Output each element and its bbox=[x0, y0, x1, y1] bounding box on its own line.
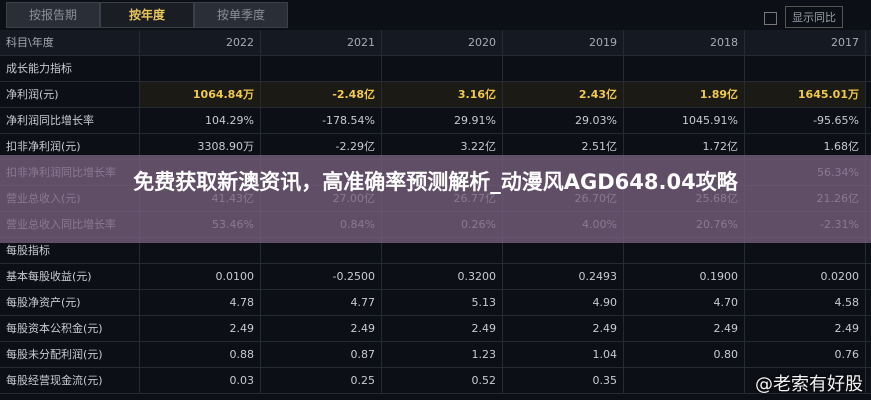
watermark: @老索有好股 bbox=[755, 374, 863, 395]
year-header: 2020 bbox=[382, 30, 503, 56]
tab[interactable]: 按单季度 bbox=[194, 2, 288, 28]
row-label: 每股资本公积金(元) bbox=[0, 316, 140, 342]
value-cell: 3.16亿 bbox=[382, 82, 503, 108]
banner: 免费获取新澳资讯，高准确率预测解析_动漫风AGD648.04攻略 bbox=[0, 155, 871, 243]
value-cell: 0.80 bbox=[624, 342, 745, 368]
value-cell: 0.52 bbox=[382, 368, 503, 394]
value-cell: 0.87 bbox=[261, 342, 382, 368]
value-cell bbox=[745, 238, 866, 264]
value-cell: 2.49 bbox=[503, 316, 624, 342]
row-end bbox=[866, 368, 871, 394]
year-header: 2017 bbox=[745, 30, 866, 56]
value-cell: 0.0200 bbox=[745, 264, 866, 290]
value-cell: -0.2500 bbox=[261, 264, 382, 290]
row-end bbox=[866, 316, 871, 342]
value-cell: 0.1900 bbox=[624, 264, 745, 290]
value-cell: -95.65% bbox=[745, 108, 866, 134]
year-header: 2021 bbox=[261, 30, 382, 56]
value-cell: 2.49 bbox=[382, 316, 503, 342]
year-header: 2022 bbox=[140, 30, 261, 56]
value-cell: 4.70 bbox=[624, 290, 745, 316]
value-cell: 1.23 bbox=[382, 342, 503, 368]
more-button[interactable]: » bbox=[866, 30, 871, 56]
value-cell: 104.29% bbox=[140, 108, 261, 134]
value-cell: 0.0100 bbox=[140, 264, 261, 290]
value-cell: 1.04 bbox=[503, 342, 624, 368]
value-cell: 0.03 bbox=[140, 368, 261, 394]
row-label: 净利润(元) bbox=[0, 82, 140, 108]
value-cell: 0.88 bbox=[140, 342, 261, 368]
row-end bbox=[866, 342, 871, 368]
value-cell: 2.49 bbox=[140, 316, 261, 342]
value-cell: 4.90 bbox=[503, 290, 624, 316]
year-header: 2019 bbox=[503, 30, 624, 56]
value-cell bbox=[745, 368, 866, 394]
value-cell: 1045.91% bbox=[624, 108, 745, 134]
section-label: 成长能力指标 bbox=[0, 56, 140, 82]
tab[interactable]: 按年度 bbox=[100, 2, 194, 28]
value-cell: 29.03% bbox=[503, 108, 624, 134]
checkbox[interactable] bbox=[764, 11, 777, 25]
value-cell: 1.89亿 bbox=[624, 82, 745, 108]
value-cell: 1064.84万 bbox=[140, 82, 261, 108]
section-label: 每股指标 bbox=[0, 238, 140, 264]
value-cell bbox=[624, 368, 745, 394]
toggle-label[interactable]: 显示同比 bbox=[785, 6, 843, 28]
row-label: 每股净资产(元) bbox=[0, 290, 140, 316]
value-cell: 4.58 bbox=[745, 290, 866, 316]
value-cell: 5.13 bbox=[382, 290, 503, 316]
value-cell: 29.91% bbox=[382, 108, 503, 134]
year-header: 2018 bbox=[624, 30, 745, 56]
value-cell: 0.35 bbox=[503, 368, 624, 394]
value-cell: 0.3200 bbox=[382, 264, 503, 290]
value-cell bbox=[503, 238, 624, 264]
row-label: 每股未分配利润(元) bbox=[0, 342, 140, 368]
value-cell: 4.78 bbox=[140, 290, 261, 316]
value-cell: -2.48亿 bbox=[261, 82, 382, 108]
row-end bbox=[866, 108, 871, 134]
value-cell bbox=[503, 56, 624, 82]
value-cell bbox=[745, 56, 866, 82]
value-cell bbox=[140, 238, 261, 264]
value-cell bbox=[382, 56, 503, 82]
value-cell: -178.54% bbox=[261, 108, 382, 134]
value-cell: 2.49 bbox=[745, 316, 866, 342]
value-cell bbox=[261, 56, 382, 82]
row-end bbox=[866, 264, 871, 290]
toggle[interactable]: 显示同比 bbox=[764, 6, 843, 28]
value-cell: 2.43亿 bbox=[503, 82, 624, 108]
value-cell bbox=[140, 56, 261, 82]
value-cell: 1645.01万 bbox=[745, 82, 866, 108]
row-label: 净利润同比增长率 bbox=[0, 108, 140, 134]
value-cell: 2.49 bbox=[624, 316, 745, 342]
row-end bbox=[866, 290, 871, 316]
row-label: 基本每股收益(元) bbox=[0, 264, 140, 290]
row-end bbox=[866, 56, 871, 82]
row-label: 每股经营现金流(元) bbox=[0, 368, 140, 394]
tab[interactable]: 按报告期 bbox=[6, 2, 100, 28]
value-cell: 2.49 bbox=[261, 316, 382, 342]
value-cell bbox=[624, 56, 745, 82]
value-cell: 0.25 bbox=[261, 368, 382, 394]
header-label: 科目\年度 bbox=[0, 30, 140, 56]
value-cell bbox=[382, 238, 503, 264]
value-cell bbox=[624, 238, 745, 264]
value-cell: 0.2493 bbox=[503, 264, 624, 290]
row-end bbox=[866, 238, 871, 264]
row-end bbox=[866, 82, 871, 108]
value-cell: 0.76 bbox=[745, 342, 866, 368]
value-cell bbox=[261, 238, 382, 264]
value-cell: 4.77 bbox=[261, 290, 382, 316]
